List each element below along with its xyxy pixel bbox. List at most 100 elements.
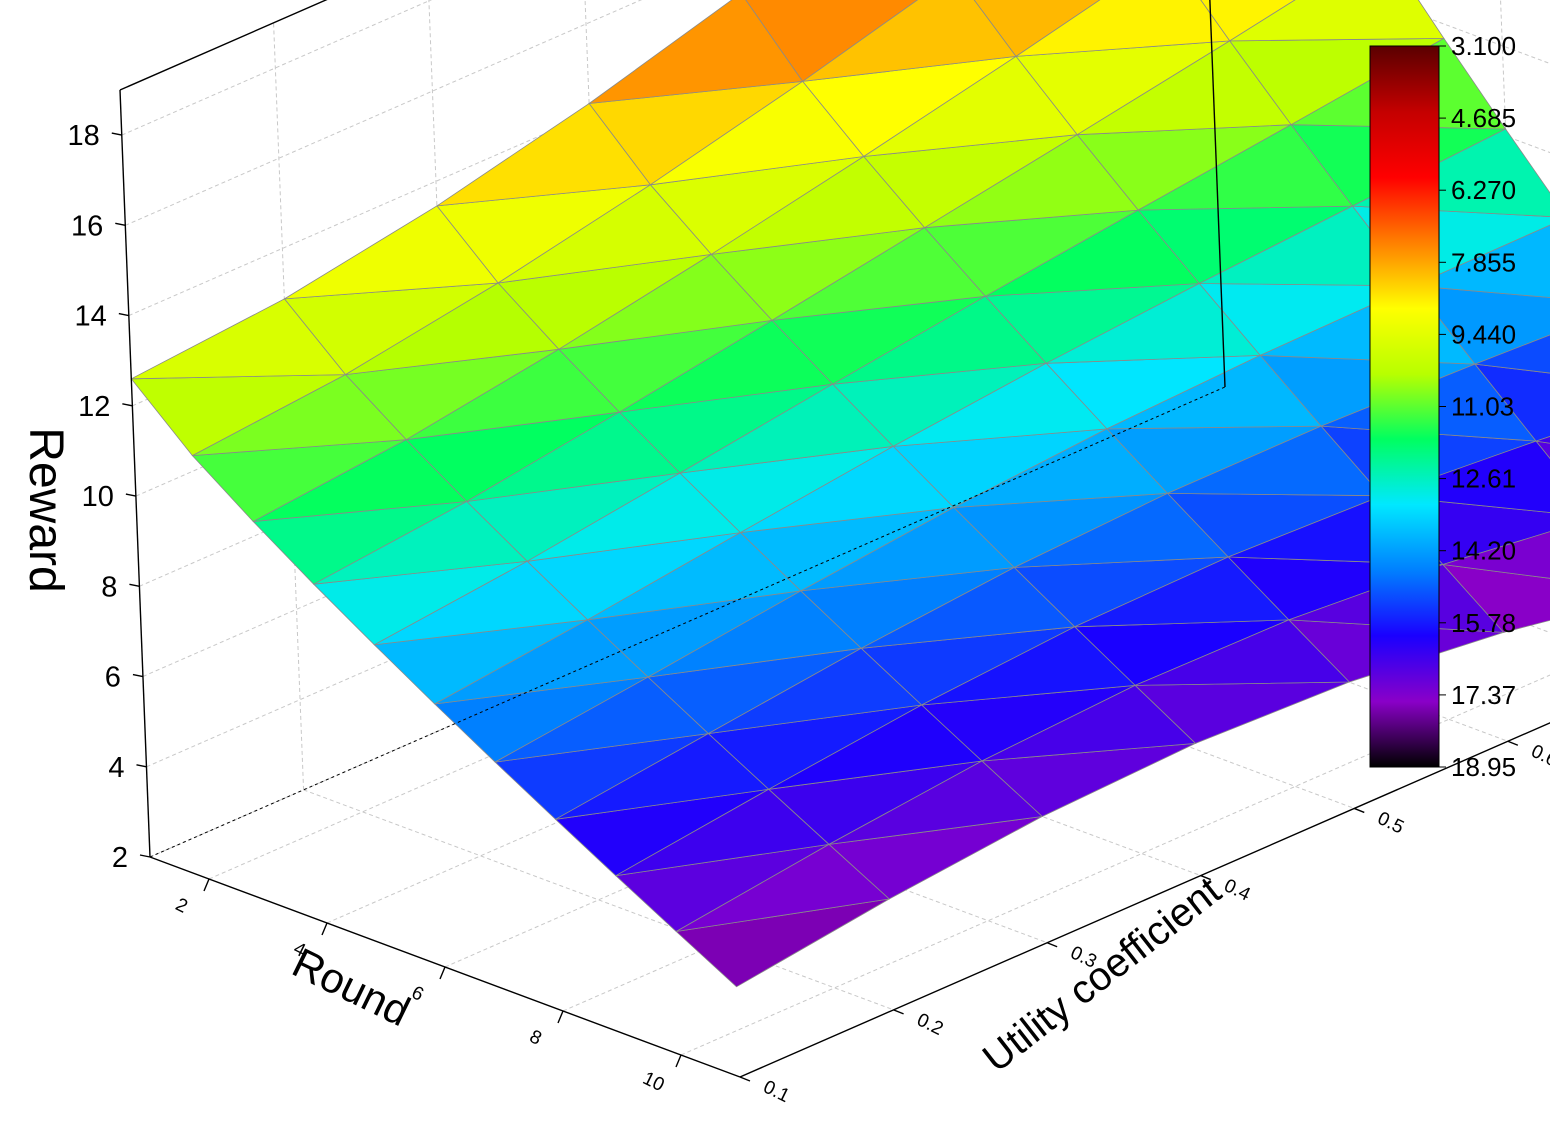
surface-facet [587, 532, 802, 621]
surface-facet [436, 102, 652, 207]
surface-facet [497, 184, 713, 284]
z-tick [136, 764, 147, 768]
surface-facet [313, 501, 529, 585]
surface-facet [832, 295, 1048, 385]
color-scale-label: 11.03 [1451, 392, 1514, 422]
z-tick [125, 493, 137, 497]
surface-facet [1200, 0, 1296, 42]
surface-facet [192, 374, 408, 456]
color-scale-label: 12.61 [1451, 464, 1516, 494]
surface-facet [1106, 354, 1322, 430]
color-scale-label: 9.440 [1451, 319, 1516, 349]
color-scale-label: 3.100 [1451, 31, 1516, 61]
y-tick [1046, 942, 1058, 948]
z-tick [118, 312, 129, 317]
y-tick [1507, 740, 1519, 746]
y-tick-label: 0.5 [1374, 808, 1407, 838]
x-tick-label: 10 [639, 1068, 667, 1096]
z-tick [129, 583, 140, 587]
surface-facet [679, 383, 895, 474]
surface-facet [1413, 224, 1550, 298]
z-tick-label: 12 [78, 391, 110, 423]
x-tick [321, 922, 328, 936]
surface-facet [800, 507, 1016, 592]
x-tick-label: 2 [172, 894, 191, 918]
y-tick [1354, 807, 1365, 814]
z-tick [139, 854, 151, 858]
surface-facet [708, 647, 923, 734]
z-axis-title: Reward [19, 427, 72, 592]
surface-facet [253, 439, 468, 522]
x-tick-label: 8 [526, 1026, 545, 1050]
color-scale-label: 17.37 [1451, 680, 1516, 710]
surface-facet [466, 411, 681, 502]
y-tick [893, 1009, 904, 1015]
surface-facet [676, 843, 891, 932]
surface-facet [861, 567, 1076, 649]
surface-facet [1474, 334, 1550, 374]
surface-facet [647, 590, 863, 678]
surface-facet [893, 362, 1108, 447]
surface-facet [345, 282, 560, 375]
y-tick-label: 0.1 [760, 1077, 793, 1107]
surface-facet [131, 298, 347, 380]
surface-facet [434, 619, 649, 705]
x-tick [557, 1010, 564, 1024]
color-scale-label: 14.20 [1451, 536, 1516, 566]
surface-facet [1046, 282, 1262, 364]
surface-facet [768, 704, 983, 790]
surface-facet [802, 0, 1017, 82]
color-scale-label: 15.78 [1451, 608, 1516, 638]
z-tick-label: 2 [112, 842, 128, 874]
surface-facet [1074, 556, 1290, 628]
z-tick-label: 4 [108, 752, 124, 784]
z-tick-label: 18 [67, 120, 99, 152]
surface-facet [1138, 124, 1354, 211]
z-tick-label: 16 [71, 210, 103, 242]
surface-facet [953, 428, 1169, 508]
surface-facet [924, 134, 1139, 229]
z-tick [115, 222, 126, 227]
y-tick-label: 0.6 [1528, 741, 1550, 771]
z-tick [111, 132, 122, 136]
color-scale-label: 4.685 [1451, 103, 1516, 133]
color-scale: 3.100 4.685 6.270 7.855 9.440 11.03 12.61 14.20… [1369, 31, 1516, 782]
surface-facet [650, 80, 865, 186]
surface-facet [374, 560, 589, 646]
y-gridline-wall [273, 22, 305, 790]
x-axis-title: Round [285, 939, 417, 1035]
surface-facet [1228, 0, 1445, 42]
surface-facet [711, 155, 926, 255]
surface-facet [981, 684, 1197, 762]
axis-line [119, 89, 151, 858]
surface-facet [1535, 436, 1550, 444]
color-scale-label: 18.95 [1451, 752, 1516, 782]
surface-facet [1134, 619, 1351, 686]
x-tick [203, 878, 210, 892]
z-tick-label: 8 [101, 571, 117, 603]
surface-facet [985, 209, 1201, 297]
surface-facet [921, 626, 1137, 706]
color-scale-bar [1369, 45, 1440, 768]
surface-facet [863, 55, 1078, 157]
x-tick [675, 1054, 682, 1068]
z-tick [132, 673, 144, 678]
surface-facet [1535, 440, 1550, 460]
surface-facet [284, 205, 499, 300]
axis-line [739, 722, 1550, 1078]
z-tick-label: 6 [105, 662, 121, 694]
surface-facet [1014, 0, 1231, 57]
axis-line [1209, 0, 1226, 388]
surface-facet [558, 253, 773, 350]
surface-facet [740, 445, 955, 533]
surface-facet [828, 760, 1044, 845]
surface-facet [1442, 531, 1550, 579]
x-tick [439, 966, 446, 980]
surface-facet [494, 676, 710, 763]
surface-facet [587, 0, 804, 105]
y-axis-title: Utility coefficient [975, 869, 1229, 1081]
surface-facet [1014, 492, 1230, 568]
surface-facet [405, 348, 621, 441]
z-tick [122, 403, 133, 407]
